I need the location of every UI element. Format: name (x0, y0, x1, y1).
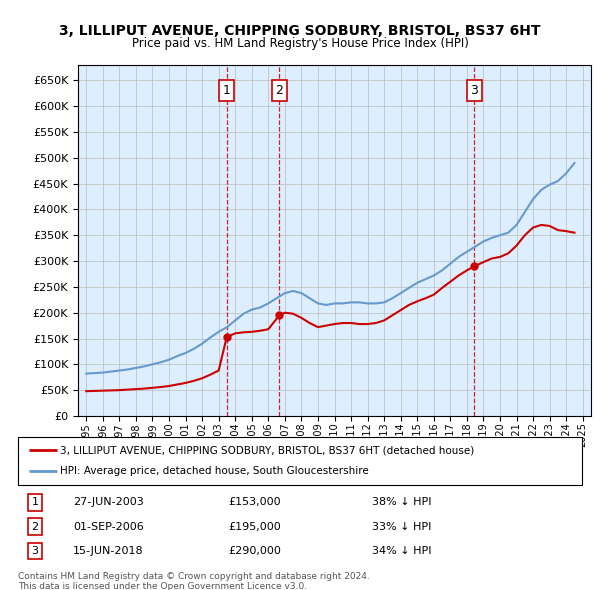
Text: 3, LILLIPUT AVENUE, CHIPPING SODBURY, BRISTOL, BS37 6HT (detached house): 3, LILLIPUT AVENUE, CHIPPING SODBURY, BR… (60, 445, 475, 455)
Text: 3: 3 (470, 84, 478, 97)
FancyBboxPatch shape (18, 437, 582, 485)
Text: 34% ↓ HPI: 34% ↓ HPI (372, 546, 431, 556)
Text: 33% ↓ HPI: 33% ↓ HPI (372, 522, 431, 532)
Text: 15-JUN-2018: 15-JUN-2018 (73, 546, 143, 556)
Text: £290,000: £290,000 (229, 546, 281, 556)
Text: 38% ↓ HPI: 38% ↓ HPI (372, 497, 431, 507)
Text: 1: 1 (223, 84, 231, 97)
Text: £195,000: £195,000 (229, 522, 281, 532)
Text: Price paid vs. HM Land Registry's House Price Index (HPI): Price paid vs. HM Land Registry's House … (131, 37, 469, 50)
Text: 3: 3 (31, 546, 38, 556)
Text: 2: 2 (31, 522, 38, 532)
Text: 2: 2 (275, 84, 283, 97)
Text: HPI: Average price, detached house, South Gloucestershire: HPI: Average price, detached house, Sout… (60, 467, 369, 477)
Text: £153,000: £153,000 (229, 497, 281, 507)
Text: 01-SEP-2006: 01-SEP-2006 (73, 522, 143, 532)
Text: Contains HM Land Registry data © Crown copyright and database right 2024.: Contains HM Land Registry data © Crown c… (18, 572, 370, 581)
Text: 1: 1 (31, 497, 38, 507)
Text: 27-JUN-2003: 27-JUN-2003 (73, 497, 143, 507)
Text: This data is licensed under the Open Government Licence v3.0.: This data is licensed under the Open Gov… (18, 582, 307, 590)
Text: 3, LILLIPUT AVENUE, CHIPPING SODBURY, BRISTOL, BS37 6HT: 3, LILLIPUT AVENUE, CHIPPING SODBURY, BR… (59, 24, 541, 38)
